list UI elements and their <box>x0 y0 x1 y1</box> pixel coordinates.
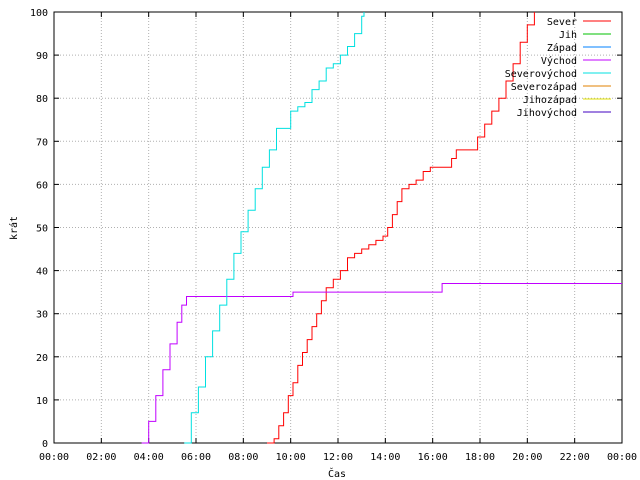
x-tick-label: 04:00 <box>134 452 164 463</box>
x-tick-label: 00:00 <box>607 452 637 463</box>
legend-label: Jih <box>559 30 577 41</box>
y-tick-label: 80 <box>36 94 48 105</box>
y-tick-label: 70 <box>36 137 48 148</box>
x-tick-label: 14:00 <box>370 452 400 463</box>
legend-label: Východ <box>541 55 577 67</box>
y-tick-label: 90 <box>36 51 48 62</box>
x-axis-label: Čas <box>328 467 346 480</box>
legend-label: Jihozápad <box>523 94 577 106</box>
x-tick-label: 08:00 <box>228 452 258 463</box>
legend-label: Severovýchod <box>505 68 577 80</box>
legend-label: Severozápad <box>511 81 577 93</box>
x-tick-label: 18:00 <box>465 452 495 463</box>
series-line-4 <box>184 12 365 444</box>
y-tick-label: 50 <box>36 224 48 235</box>
legend-label: Sever <box>547 17 577 28</box>
x-tick-label: 16:00 <box>418 452 448 463</box>
x-tick-label: 22:00 <box>560 452 590 463</box>
legend-label: Jihovýchod <box>517 107 577 119</box>
y-axis-label: krát <box>8 216 20 240</box>
plot-border <box>53 11 623 444</box>
legend: Sever JihZápadVýchodSeverovýchodSeverozáp… <box>505 17 611 119</box>
y-tick-label: 0 <box>42 439 48 450</box>
series-group <box>141 12 622 444</box>
series-line-3 <box>141 283 622 444</box>
y-tick-label: 40 <box>36 267 48 278</box>
x-tick-label: 02:00 <box>86 452 116 463</box>
x-tick-label: 12:00 <box>323 452 353 463</box>
y-tick-label: 10 <box>36 396 48 407</box>
y-tick-label: 30 <box>36 310 48 321</box>
series-line-0 <box>267 12 535 444</box>
axes: 0 10 20 30 40 50 60 70 80 90 100 00:00 02:00 04:00 06:… <box>30 8 637 463</box>
y-tick-label: 100 <box>30 8 48 19</box>
x-tick-label: 00:00 <box>39 452 69 463</box>
y-tick-label: 20 <box>36 353 48 364</box>
y-tick-label: 60 <box>36 180 48 191</box>
x-tick-label: 20:00 <box>512 452 542 463</box>
x-tick-label: 06:00 <box>181 452 211 463</box>
x-tick-label: 10:00 <box>276 452 306 463</box>
legend-label: Západ <box>547 42 577 54</box>
